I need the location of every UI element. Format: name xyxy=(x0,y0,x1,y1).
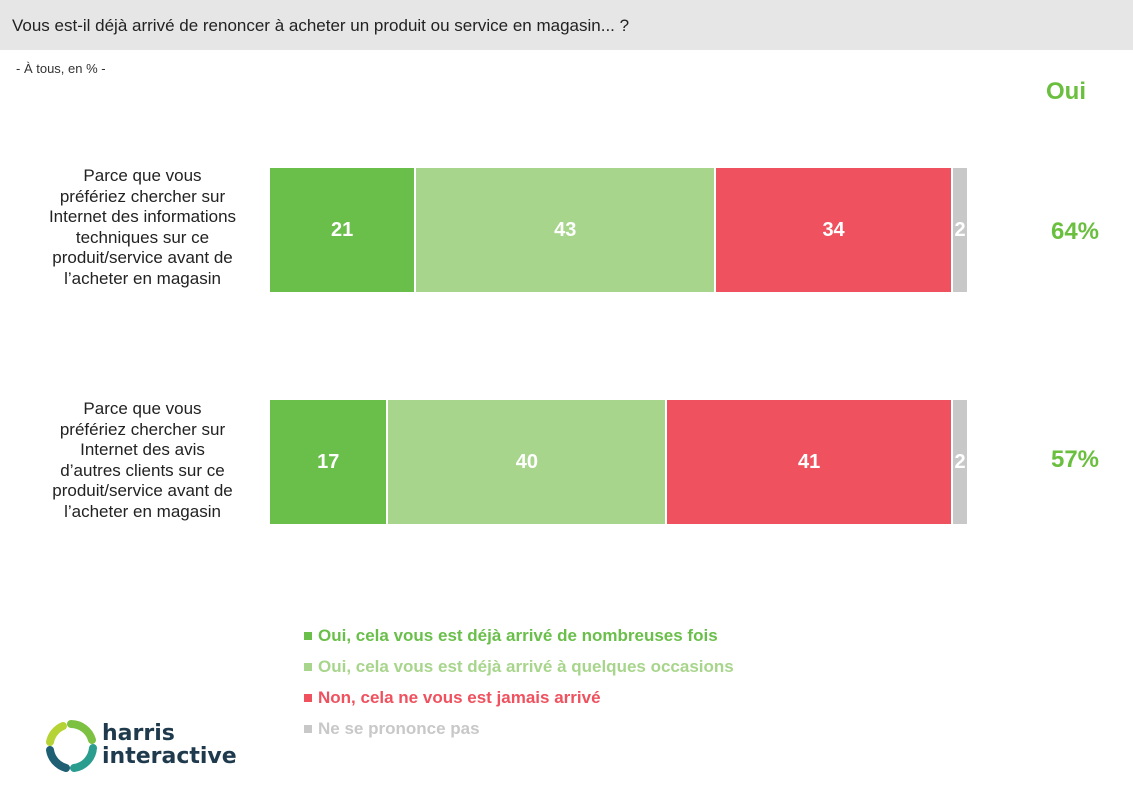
legend-label: Oui, cela vous est déjà arrivé à quelque… xyxy=(318,656,734,676)
chart-question: Vous est-il déjà arrivé de renoncer à ac… xyxy=(12,16,630,35)
row-label-line: produit/service avant de xyxy=(52,248,233,267)
harris-interactive-logo: harris interactive xyxy=(44,718,244,778)
chart-base-note: - À tous, en % - xyxy=(16,61,106,76)
row-label-line: l’acheter en magasin xyxy=(64,501,221,521)
legend-swatch xyxy=(304,693,312,702)
row-label-line: d’autres clients sur ce xyxy=(60,460,225,480)
bar-segment: 17 xyxy=(270,400,387,524)
bar-segment: 2 xyxy=(953,168,967,292)
data-label: 2 xyxy=(954,450,966,473)
data-label: 40 xyxy=(515,450,538,473)
data-label: 41 xyxy=(798,450,821,473)
row-label-line: Parce que vous xyxy=(83,166,202,185)
data-label: 43 xyxy=(554,218,577,241)
oui-total-value: 64% xyxy=(1050,218,1100,245)
row-label-line: Internet des informations xyxy=(48,207,237,226)
stacked-bar: 17 40 41 2 xyxy=(270,400,967,524)
data-label: 21 xyxy=(331,218,354,241)
row-label-line: préfériez chercher sur xyxy=(59,419,226,439)
legend-item: Oui, cela vous est déjà arrivé à quelque… xyxy=(304,651,734,682)
oui-column-header: Oui xyxy=(1046,78,1086,105)
logo-wordmark: harris interactive xyxy=(102,722,237,768)
bar-segment: 43 xyxy=(416,168,715,292)
legend-swatch xyxy=(304,662,312,671)
row-label-line: techniques sur ce xyxy=(75,227,210,247)
bar-segment: 34 xyxy=(716,168,952,292)
row-label-line: l’acheter en magasin xyxy=(64,268,221,288)
legend-swatch xyxy=(304,631,312,640)
row-label-line: produit/service avant de xyxy=(52,481,233,500)
legend-item: Ne se prononce pas xyxy=(304,713,734,744)
legend-item: Oui, cela vous est déjà arrivé de nombre… xyxy=(304,620,734,651)
bar-segment: 21 xyxy=(270,168,415,292)
legend-label: Non, cela ne vous est jamais arrivé xyxy=(318,687,601,707)
legend: Oui, cela vous est déjà arrivé de nombre… xyxy=(304,620,734,744)
stacked-bar: 21 43 34 2 xyxy=(270,168,967,292)
data-label: 34 xyxy=(822,218,845,241)
bar-segment: 40 xyxy=(388,400,666,524)
data-label: 17 xyxy=(317,450,340,473)
legend-label: Ne se prononce pas xyxy=(318,718,480,738)
logo-line-1: harris xyxy=(102,721,175,746)
legend-label: Oui, cela vous est déjà arrivé de nombre… xyxy=(318,625,718,645)
bar-segment: 2 xyxy=(953,400,967,524)
oui-total-value: 57% xyxy=(1050,446,1100,473)
legend-swatch xyxy=(304,724,312,733)
row-label-line: Parce que vous xyxy=(83,399,202,418)
row-label-line: préfériez chercher sur xyxy=(59,186,226,206)
row-label: Parce que vous préfériez chercher sur Inte… xyxy=(20,399,265,522)
title-bar: Vous est-il déjà arrivé de renoncer à ac… xyxy=(0,0,1133,50)
row-label-line: Internet des avis xyxy=(80,440,205,459)
logo-line-2: interactive xyxy=(102,744,237,769)
data-label: 2 xyxy=(954,218,966,241)
logo-ring-icon xyxy=(46,720,97,772)
bar-segment: 41 xyxy=(667,400,952,524)
row-label: Parce que vous préfériez chercher sur Inte… xyxy=(20,166,265,289)
legend-item: Non, cela ne vous est jamais arrivé xyxy=(304,682,734,713)
